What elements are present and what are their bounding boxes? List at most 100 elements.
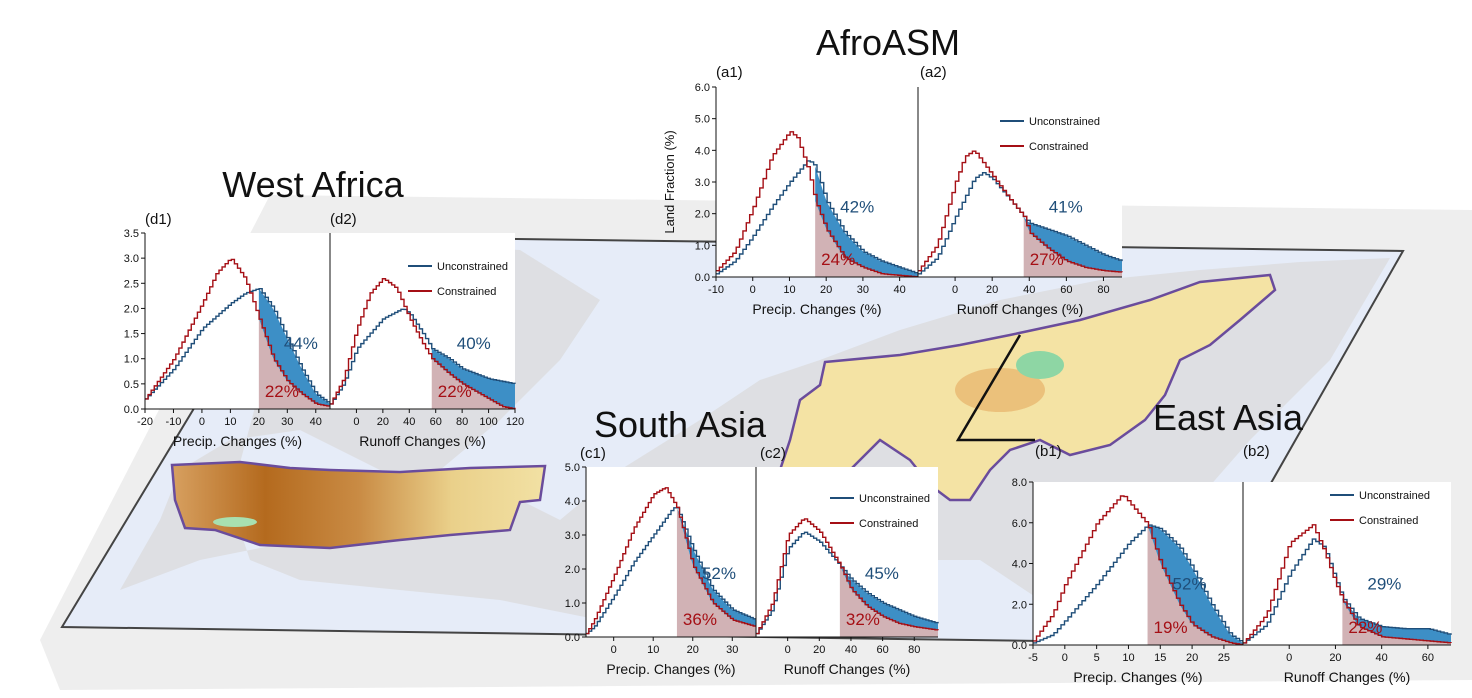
y-tick-label: 1.0 bbox=[565, 598, 580, 610]
region-asia-dry-spot bbox=[955, 368, 1045, 412]
legend-label: Constrained bbox=[859, 518, 918, 530]
y-tick-label: 2.0 bbox=[1012, 599, 1027, 611]
constrained-line bbox=[1243, 524, 1452, 644]
x-tick-label: 40 bbox=[845, 644, 857, 656]
x-tick-label: 60 bbox=[876, 644, 888, 656]
panel-label: (d2) bbox=[330, 211, 357, 228]
panel-c2: 0 20 40 60 80 Runoff Changes (%) (c2) 45% 32% Unc… bbox=[755, 445, 939, 677]
unconstrained-line bbox=[330, 308, 516, 405]
x-tick-label: 0 bbox=[1062, 652, 1068, 664]
region-title-east-asia: East Asia bbox=[1153, 397, 1304, 438]
constrained-percent: 36% bbox=[683, 610, 717, 629]
panel-c1: 0 10 20 30 0.0 1.0 2.0 3.0 4.0 5.0 Precip. Changes… bbox=[565, 445, 757, 677]
unconstrained-tail-area bbox=[1147, 524, 1243, 645]
unconstrained-tail-area bbox=[258, 288, 330, 407]
x-tick-label: 40 bbox=[403, 416, 415, 428]
y-tick-label: 3.0 bbox=[124, 253, 139, 265]
legend-label: Constrained bbox=[1029, 141, 1088, 153]
x-axis-label: Precip. Changes (%) bbox=[606, 661, 735, 677]
x-axis-label: Precip. Changes (%) bbox=[752, 301, 881, 317]
x-tick-label: 20 bbox=[253, 416, 265, 428]
x-tick-label: 60 bbox=[1060, 284, 1072, 296]
constrained-tail-area bbox=[815, 201, 918, 277]
x-tick-label: 10 bbox=[647, 644, 659, 656]
y-tick-label: 0.0 bbox=[565, 632, 580, 644]
x-tick-label: 10 bbox=[1122, 652, 1134, 664]
x-tick-label: 30 bbox=[726, 644, 738, 656]
panel-label: (a2) bbox=[920, 64, 947, 81]
constrained-line bbox=[586, 487, 757, 635]
y-axis-label: Land Fraction (%) bbox=[662, 130, 677, 233]
y-tick-label: 0.0 bbox=[124, 404, 139, 416]
unconstrained-tail-area bbox=[431, 348, 515, 409]
x-tick-label: 0 bbox=[353, 416, 359, 428]
x-tick-label: 20 bbox=[986, 284, 998, 296]
x-tick-label: 40 bbox=[1023, 284, 1035, 296]
unconstrained-percent: 44% bbox=[284, 334, 318, 353]
panel-b2: 0 20 40 60 Runoff Changes (%) (b2) 29% 22% Uncon… bbox=[1242, 443, 1452, 685]
x-axis-label: Precip. Changes (%) bbox=[173, 433, 302, 449]
panel-label: (b2) bbox=[1243, 443, 1270, 460]
y-tick-label: 2.0 bbox=[695, 209, 710, 221]
constrained-line bbox=[918, 150, 1123, 273]
unconstrained-tail-area bbox=[1023, 216, 1122, 273]
x-axis-label: Runoff Changes (%) bbox=[359, 433, 486, 449]
legend-label: Unconstrained bbox=[437, 261, 508, 273]
unconstrained-percent: 41% bbox=[1049, 197, 1083, 216]
x-tick-label: 0 bbox=[199, 416, 205, 428]
y-tick-label: 6.0 bbox=[695, 82, 710, 94]
constrained-line bbox=[145, 258, 331, 407]
panel-label: (a1) bbox=[716, 64, 743, 81]
unconstrained-line bbox=[586, 507, 757, 635]
y-tick-label: 6.0 bbox=[1012, 518, 1027, 530]
panel-a1: -10 0 10 20 30 40 0.0 1.0 2.0 3.0 4.0 5.0 6.0 Precip.… bbox=[662, 64, 919, 317]
constrained-percent: 27% bbox=[1030, 250, 1064, 269]
x-tick-label: 60 bbox=[430, 416, 442, 428]
x-tick-label: 100 bbox=[479, 416, 497, 428]
unconstrained-line bbox=[716, 160, 919, 275]
x-tick-label: 0 bbox=[611, 644, 617, 656]
panel-b1: -5 0 5 10 15 20 25 0.0 2.0 4.0 6.0 8.0 Precip. Chang… bbox=[1012, 443, 1244, 685]
y-tick-label: 4.0 bbox=[695, 145, 710, 157]
y-tick-label: 0.0 bbox=[695, 272, 710, 284]
x-axis-label: Runoff Changes (%) bbox=[784, 661, 911, 677]
unconstrained-tail-area bbox=[676, 507, 756, 627]
x-tick-label: 20 bbox=[1329, 652, 1341, 664]
y-tick-label: 5.0 bbox=[565, 462, 580, 474]
y-tick-label: 8.0 bbox=[1012, 477, 1027, 489]
y-tick-label: 0.0 bbox=[1012, 640, 1027, 652]
constrained-percent: 32% bbox=[846, 610, 880, 629]
panel-d2: 0 20 40 60 80 100 120 Runoff Changes (%) (d2) 40%… bbox=[329, 211, 524, 449]
constrained-percent: 19% bbox=[1154, 618, 1188, 637]
unconstrained-line bbox=[1033, 524, 1244, 644]
panel-label: (b1) bbox=[1035, 443, 1062, 460]
y-tick-label: 4.0 bbox=[1012, 559, 1027, 571]
unconstrained-percent: 52% bbox=[702, 564, 736, 583]
panel-label: (c1) bbox=[580, 445, 606, 462]
x-tick-label: -10 bbox=[166, 416, 182, 428]
constrained-tail-area bbox=[1342, 600, 1451, 645]
x-tick-label: 30 bbox=[857, 284, 869, 296]
y-tick-label: 1.0 bbox=[695, 240, 710, 252]
legend-label: Unconstrained bbox=[1029, 116, 1100, 128]
unconstrained-percent: 40% bbox=[457, 334, 491, 353]
x-tick-label: 40 bbox=[310, 416, 322, 428]
y-tick-label: 3.5 bbox=[124, 228, 139, 240]
panel-d1: -20 -10 0 10 20 30 40 0.0 0.5 1.0 1.5 2.0 2.5 3.0 3.5 P… bbox=[124, 211, 331, 449]
x-tick-label: 0 bbox=[785, 644, 791, 656]
unconstrained-percent: 42% bbox=[840, 197, 874, 216]
x-tick-label: -10 bbox=[708, 284, 724, 296]
connector-line bbox=[955, 334, 1035, 442]
y-tick-label: 2.0 bbox=[565, 564, 580, 576]
panel-a2: 0 20 40 60 80 Runoff Changes (%) (a2) 41% 27% Unc… bbox=[917, 64, 1123, 317]
constrained-line bbox=[330, 278, 516, 410]
y-tick-label: 1.5 bbox=[124, 329, 139, 341]
x-tick-label: 20 bbox=[813, 644, 825, 656]
legend-label: Unconstrained bbox=[859, 493, 930, 505]
y-tick-label: 1.0 bbox=[124, 354, 139, 366]
unconstrained-percent: 29% bbox=[1367, 575, 1401, 594]
legend-label: Constrained bbox=[1359, 515, 1418, 527]
panel-label: (d1) bbox=[145, 211, 172, 228]
unconstrained-line bbox=[145, 287, 331, 404]
